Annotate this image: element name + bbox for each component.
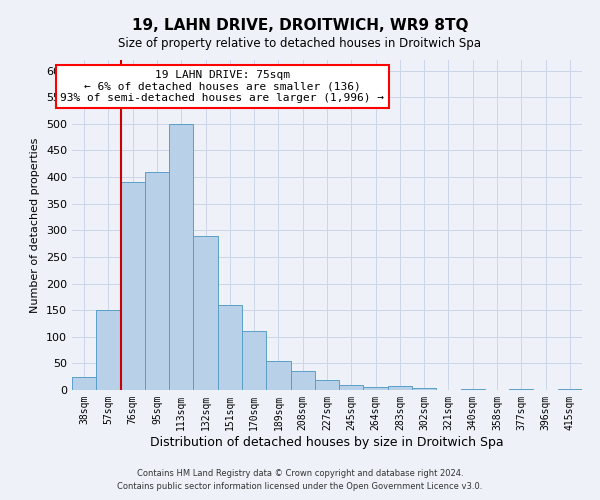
- Bar: [339, 384, 364, 390]
- Bar: [169, 124, 193, 390]
- Bar: [290, 372, 315, 390]
- Text: Size of property relative to detached houses in Droitwich Spa: Size of property relative to detached ho…: [119, 38, 482, 51]
- Bar: [509, 389, 533, 390]
- X-axis label: Distribution of detached houses by size in Droitwich Spa: Distribution of detached houses by size …: [150, 436, 504, 448]
- Text: Contains HM Land Registry data © Crown copyright and database right 2024.: Contains HM Land Registry data © Crown c…: [137, 469, 463, 478]
- Bar: [364, 388, 388, 390]
- Bar: [218, 305, 242, 390]
- Bar: [461, 389, 485, 390]
- Y-axis label: Number of detached properties: Number of detached properties: [31, 138, 40, 312]
- Text: 19, LAHN DRIVE, DROITWICH, WR9 8TQ: 19, LAHN DRIVE, DROITWICH, WR9 8TQ: [132, 18, 468, 32]
- Bar: [96, 310, 121, 390]
- Bar: [193, 236, 218, 390]
- Bar: [266, 360, 290, 390]
- Bar: [121, 182, 145, 390]
- Bar: [145, 172, 169, 390]
- Bar: [72, 376, 96, 390]
- Bar: [412, 388, 436, 390]
- Text: Contains public sector information licensed under the Open Government Licence v3: Contains public sector information licen…: [118, 482, 482, 491]
- Bar: [388, 386, 412, 390]
- Bar: [315, 380, 339, 390]
- Bar: [242, 332, 266, 390]
- Text: 19 LAHN DRIVE: 75sqm
← 6% of detached houses are smaller (136)
93% of semi-detac: 19 LAHN DRIVE: 75sqm ← 6% of detached ho…: [61, 70, 385, 103]
